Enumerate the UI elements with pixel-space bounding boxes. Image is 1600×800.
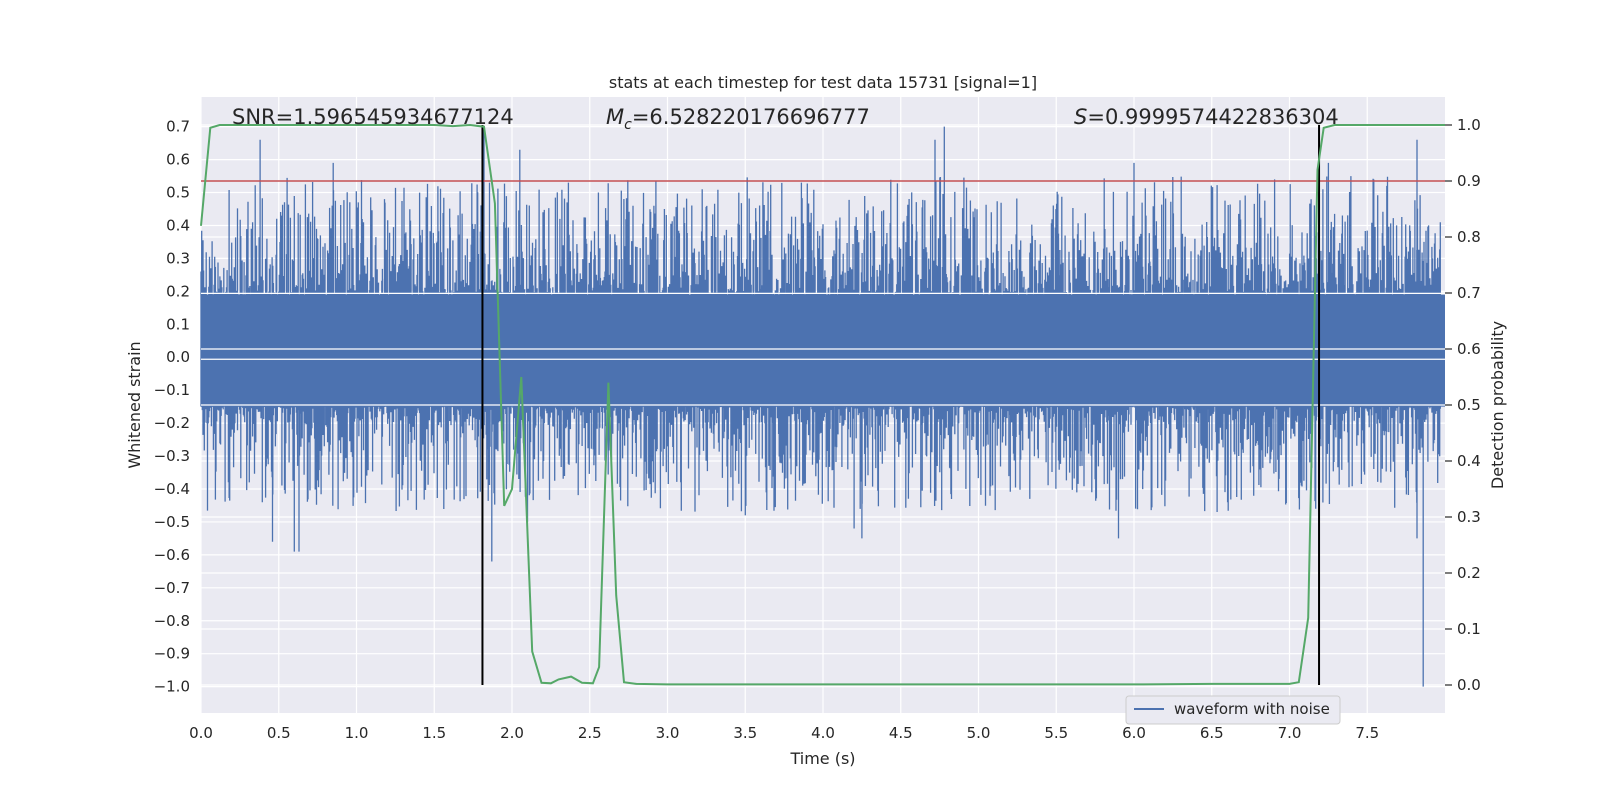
y2-tick-label: 0.7 xyxy=(1457,284,1481,302)
x-tick-label: 0.5 xyxy=(267,724,291,742)
y-tick-label: −0.1 xyxy=(154,381,190,399)
x-tick-label: 6.0 xyxy=(1122,724,1146,742)
y2-tick-label: 0.4 xyxy=(1457,452,1481,470)
y2-tick-label: 0.6 xyxy=(1457,340,1481,358)
y2-tick-labels: 1.0 0.9 0.8 0.7 0.6 0.5 0.4 0.3 0.2 0.1 0.0 xyxy=(1445,116,1481,694)
y2-tick-label: 0.9 xyxy=(1457,172,1481,190)
score-annotation: S=0.9999574422836304 xyxy=(1074,105,1339,129)
legend: waveform with noise xyxy=(1125,695,1341,725)
y2-tick-label: 0.5 xyxy=(1457,396,1481,414)
y-tick-label: 0.7 xyxy=(166,118,190,136)
y-tick-label: 0.1 xyxy=(166,315,190,333)
y2-tick-label: 1.0 xyxy=(1457,116,1481,134)
x-tick-label: 3.5 xyxy=(733,724,757,742)
legend-box xyxy=(1125,695,1341,725)
chirp-mass-subscript: c xyxy=(624,117,632,133)
y-tick-label: 0.3 xyxy=(166,249,190,267)
detection-probability-line xyxy=(200,123,1445,686)
chirp-mass-annotation: Mc=6.528220176696777 xyxy=(606,105,870,133)
noise-waveform-core xyxy=(201,294,1445,407)
x-tick-label: 7.5 xyxy=(1355,724,1379,742)
y2-tick-label: 0.0 xyxy=(1457,676,1481,694)
y-tick-label: −0.5 xyxy=(154,513,190,531)
y-tick-label: −0.6 xyxy=(154,546,190,564)
y-tick-label: −0.8 xyxy=(154,612,190,630)
y2-axis-label: Detection probability xyxy=(1488,321,1507,489)
x-tick-label: 7.0 xyxy=(1278,724,1302,742)
y-tick-label: −0.3 xyxy=(154,447,190,465)
x-tick-labels: 0.0 0.5 1.0 1.5 2.0 2.5 3.0 3.5 4.0 4.5 5.0 5.5 6.0 6… xyxy=(189,724,1379,742)
x-tick-label: 4.0 xyxy=(811,724,835,742)
y2-tick-label: 0.8 xyxy=(1457,228,1481,246)
x-tick-label: 0.0 xyxy=(189,724,213,742)
y2-tick-label: 0.1 xyxy=(1457,620,1481,638)
y-tick-label: 0.6 xyxy=(166,151,190,169)
x-tick-label: 5.0 xyxy=(967,724,991,742)
x-tick-label: 4.5 xyxy=(889,724,913,742)
score-symbol: S xyxy=(1074,105,1087,129)
y-tick-label: −0.2 xyxy=(154,414,190,432)
y-tick-label: 0.2 xyxy=(166,282,190,300)
y-tick-label: 0.0 xyxy=(166,348,190,366)
chirp-mass-value: =6.528220176696777 xyxy=(632,105,870,129)
y-tick-label: 0.4 xyxy=(166,216,190,234)
x-tick-label: 2.0 xyxy=(500,724,524,742)
chirp-mass-symbol: M xyxy=(606,105,624,129)
x-tick-label: 3.0 xyxy=(656,724,680,742)
score-value: =0.9999574422836304 xyxy=(1087,105,1338,129)
x-tick-label: 1.0 xyxy=(345,724,369,742)
x-tick-label: 6.5 xyxy=(1200,724,1224,742)
x-tick-label: 2.5 xyxy=(578,724,602,742)
legend-label: waveform with noise xyxy=(1174,700,1330,718)
noise-waveform-group xyxy=(200,126,1445,687)
x-tick-label: 5.5 xyxy=(1044,724,1068,742)
y-tick-labels: 0.7 0.6 0.5 0.4 0.3 0.2 0.1 0.0 −0.1 −0.2 −0.3 −0.4… xyxy=(154,118,190,696)
y-axis-label: Whitened strain xyxy=(125,341,144,468)
chart-title: stats at each timestep for test data 157… xyxy=(609,73,1037,92)
x-tick-label: 1.5 xyxy=(422,724,446,742)
x-axis-label: Time (s) xyxy=(789,749,855,768)
y2-tick-label: 0.2 xyxy=(1457,564,1481,582)
y-tick-label: −1.0 xyxy=(154,678,190,696)
y-tick-label: −0.7 xyxy=(154,579,190,597)
y2-tick-label: 0.3 xyxy=(1457,508,1481,526)
snr-annotation: SNR=1.596545934677124 xyxy=(232,105,514,129)
y-tick-label: −0.9 xyxy=(154,645,190,663)
overlay-lines xyxy=(200,123,1445,686)
y-tick-label: 0.5 xyxy=(166,184,190,202)
y-tick-label: −0.4 xyxy=(154,480,190,498)
